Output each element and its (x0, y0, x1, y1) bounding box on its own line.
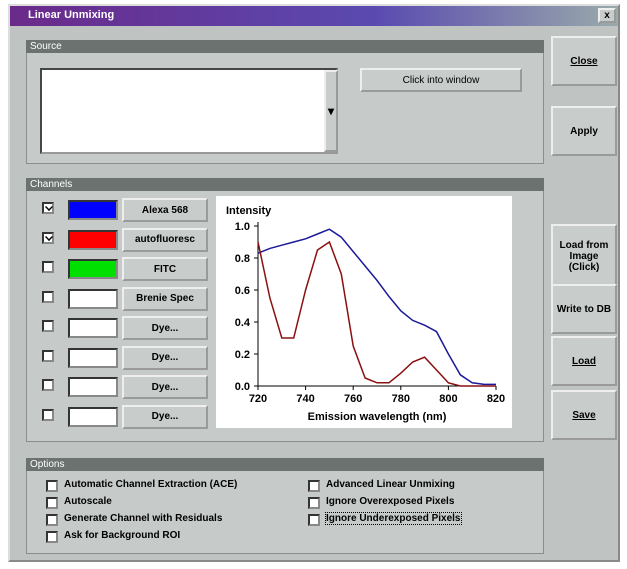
option-label[interactable]: Advanced Linear Unmixing (326, 479, 455, 490)
dropdown[interactable]: ▾ (324, 70, 338, 152)
color-swatch[interactable] (68, 407, 118, 427)
x-tick-label: 820 (487, 393, 505, 405)
y-tick-label: 0.8 (235, 253, 250, 265)
channel-checkbox[interactable] (42, 350, 54, 362)
option-checkbox[interactable] (46, 514, 58, 526)
channel-button[interactable]: Dye... (122, 405, 208, 429)
x-tick-label: 800 (439, 393, 457, 405)
source-header: Source (26, 40, 544, 53)
option-checkbox[interactable] (46, 531, 58, 543)
color-swatch[interactable] (68, 348, 118, 368)
color-swatch[interactable] (68, 200, 118, 220)
y-tick-label: 0.2 (235, 349, 250, 361)
option-label[interactable]: Generate Channel with Residuals (64, 513, 222, 524)
window-title: Linear Unmixing (28, 9, 114, 21)
color-swatch[interactable] (68, 318, 118, 338)
side-button[interactable]: Load from Image (Click) (551, 224, 617, 288)
channel-checkbox[interactable] (42, 291, 54, 303)
dialog: Linear Unmixing x Source Channels Options ▾… (8, 4, 620, 562)
options-header: Options (26, 458, 544, 471)
side-button[interactable]: Write to DB (551, 284, 617, 334)
option-checkbox[interactable] (46, 480, 58, 492)
x-tick-label: 760 (344, 393, 362, 405)
x-tick-label: 740 (296, 393, 314, 405)
option-label[interactable]: Ask for Background ROI (64, 530, 180, 541)
source-list[interactable] (40, 68, 338, 154)
color-swatch[interactable] (68, 259, 118, 279)
side-button[interactable]: Apply (551, 106, 617, 156)
x-tick-label: 720 (249, 393, 267, 405)
y-tick-label: 0.4 (235, 317, 251, 329)
channel-button[interactable]: Dye... (122, 316, 208, 340)
x-tick-label: 780 (392, 393, 410, 405)
option-checkbox[interactable] (46, 497, 58, 509)
title-bar: Linear Unmixing x (10, 6, 618, 26)
channel-button[interactable]: FITC (122, 257, 208, 281)
y-axis-label: Intensity (226, 205, 272, 217)
y-tick-label: 0.6 (235, 285, 250, 297)
channel-button[interactable]: Alexa 568 (122, 198, 208, 222)
y-tick-label: 1.0 (235, 221, 250, 233)
channel-button[interactable]: Dye... (122, 375, 208, 399)
option-checkbox[interactable] (308, 497, 320, 509)
series-line (258, 242, 496, 386)
close-x[interactable]: x (598, 8, 616, 23)
channel-button[interactable]: Dye... (122, 346, 208, 370)
option-checkbox[interactable] (308, 514, 320, 526)
channel-checkbox[interactable] (42, 379, 54, 391)
option-label[interactable]: Autoscale (64, 496, 112, 507)
x-axis-label: Emission wavelength (nm) (308, 411, 447, 423)
chart: Intensity Emission wavelength (nm) 0.0 0.2 0… (216, 196, 512, 428)
color-swatch[interactable] (68, 230, 118, 250)
channels-header: Channels (26, 178, 544, 191)
channel-checkbox[interactable] (42, 320, 54, 332)
side-button[interactable]: Close (551, 36, 617, 86)
side-button[interactable]: Save (551, 390, 617, 440)
side-button[interactable]: Load (551, 336, 617, 386)
color-swatch[interactable] (68, 289, 118, 309)
channel-button[interactable]: Brenie Spec (122, 287, 208, 311)
y-tick-label: 0.0 (235, 381, 250, 393)
option-label[interactable]: Ignore Overexposed Pixels (326, 496, 454, 507)
option-label[interactable]: Ignore Underexposed Pixels (326, 513, 461, 524)
option-label[interactable]: Automatic Channel Extraction (ACE) (64, 479, 237, 490)
color-swatch[interactable] (68, 377, 118, 397)
channel-button[interactable]: autofluoresc (122, 228, 208, 252)
option-checkbox[interactable] (308, 480, 320, 492)
channel-checkbox[interactable] (42, 409, 54, 421)
channel-checkbox[interactable] (42, 261, 54, 273)
series-line (258, 229, 496, 384)
click-into-window-button[interactable]: Click into window (360, 68, 522, 92)
